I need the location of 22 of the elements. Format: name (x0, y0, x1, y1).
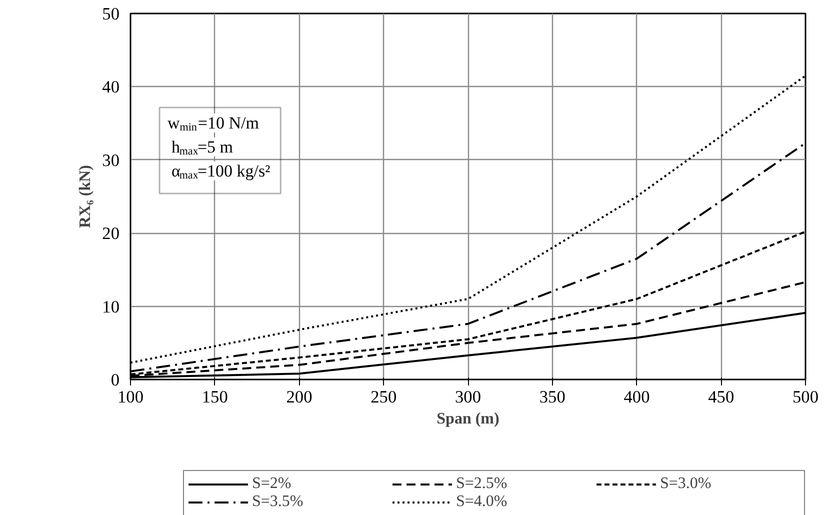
x-tick-label: 400 (624, 388, 650, 406)
x-axis-title: Span (m) (436, 410, 500, 428)
x-tick-label: 450 (708, 388, 734, 406)
x-tick-label: 100 (118, 388, 144, 406)
x-tick-label: 300 (455, 388, 482, 406)
x-tick-label: 350 (539, 388, 566, 406)
legend-label: S=4.0% (456, 493, 508, 511)
x-tick-label: 500 (792, 388, 819, 406)
y-tick-label: 40 (102, 78, 120, 97)
legend-label: S=3.0% (660, 475, 712, 493)
y-tick-label: 0 (110, 370, 120, 390)
legend-label: S=2% (252, 475, 292, 493)
y-tick-label: 20 (102, 224, 120, 244)
y-tick-label: 50 (102, 4, 120, 24)
y-tick-label: 30 (102, 150, 120, 170)
legend-label: S=3.5% (252, 493, 304, 511)
x-tick-label: 150 (202, 388, 228, 406)
x-tick-label: 250 (370, 388, 397, 406)
x-tick-label: 200 (286, 388, 312, 406)
y-axis-title: RX₆ (kN) (77, 164, 94, 228)
legend-label: S=2.5% (456, 475, 508, 493)
y-tick-label: 10 (102, 297, 120, 316)
